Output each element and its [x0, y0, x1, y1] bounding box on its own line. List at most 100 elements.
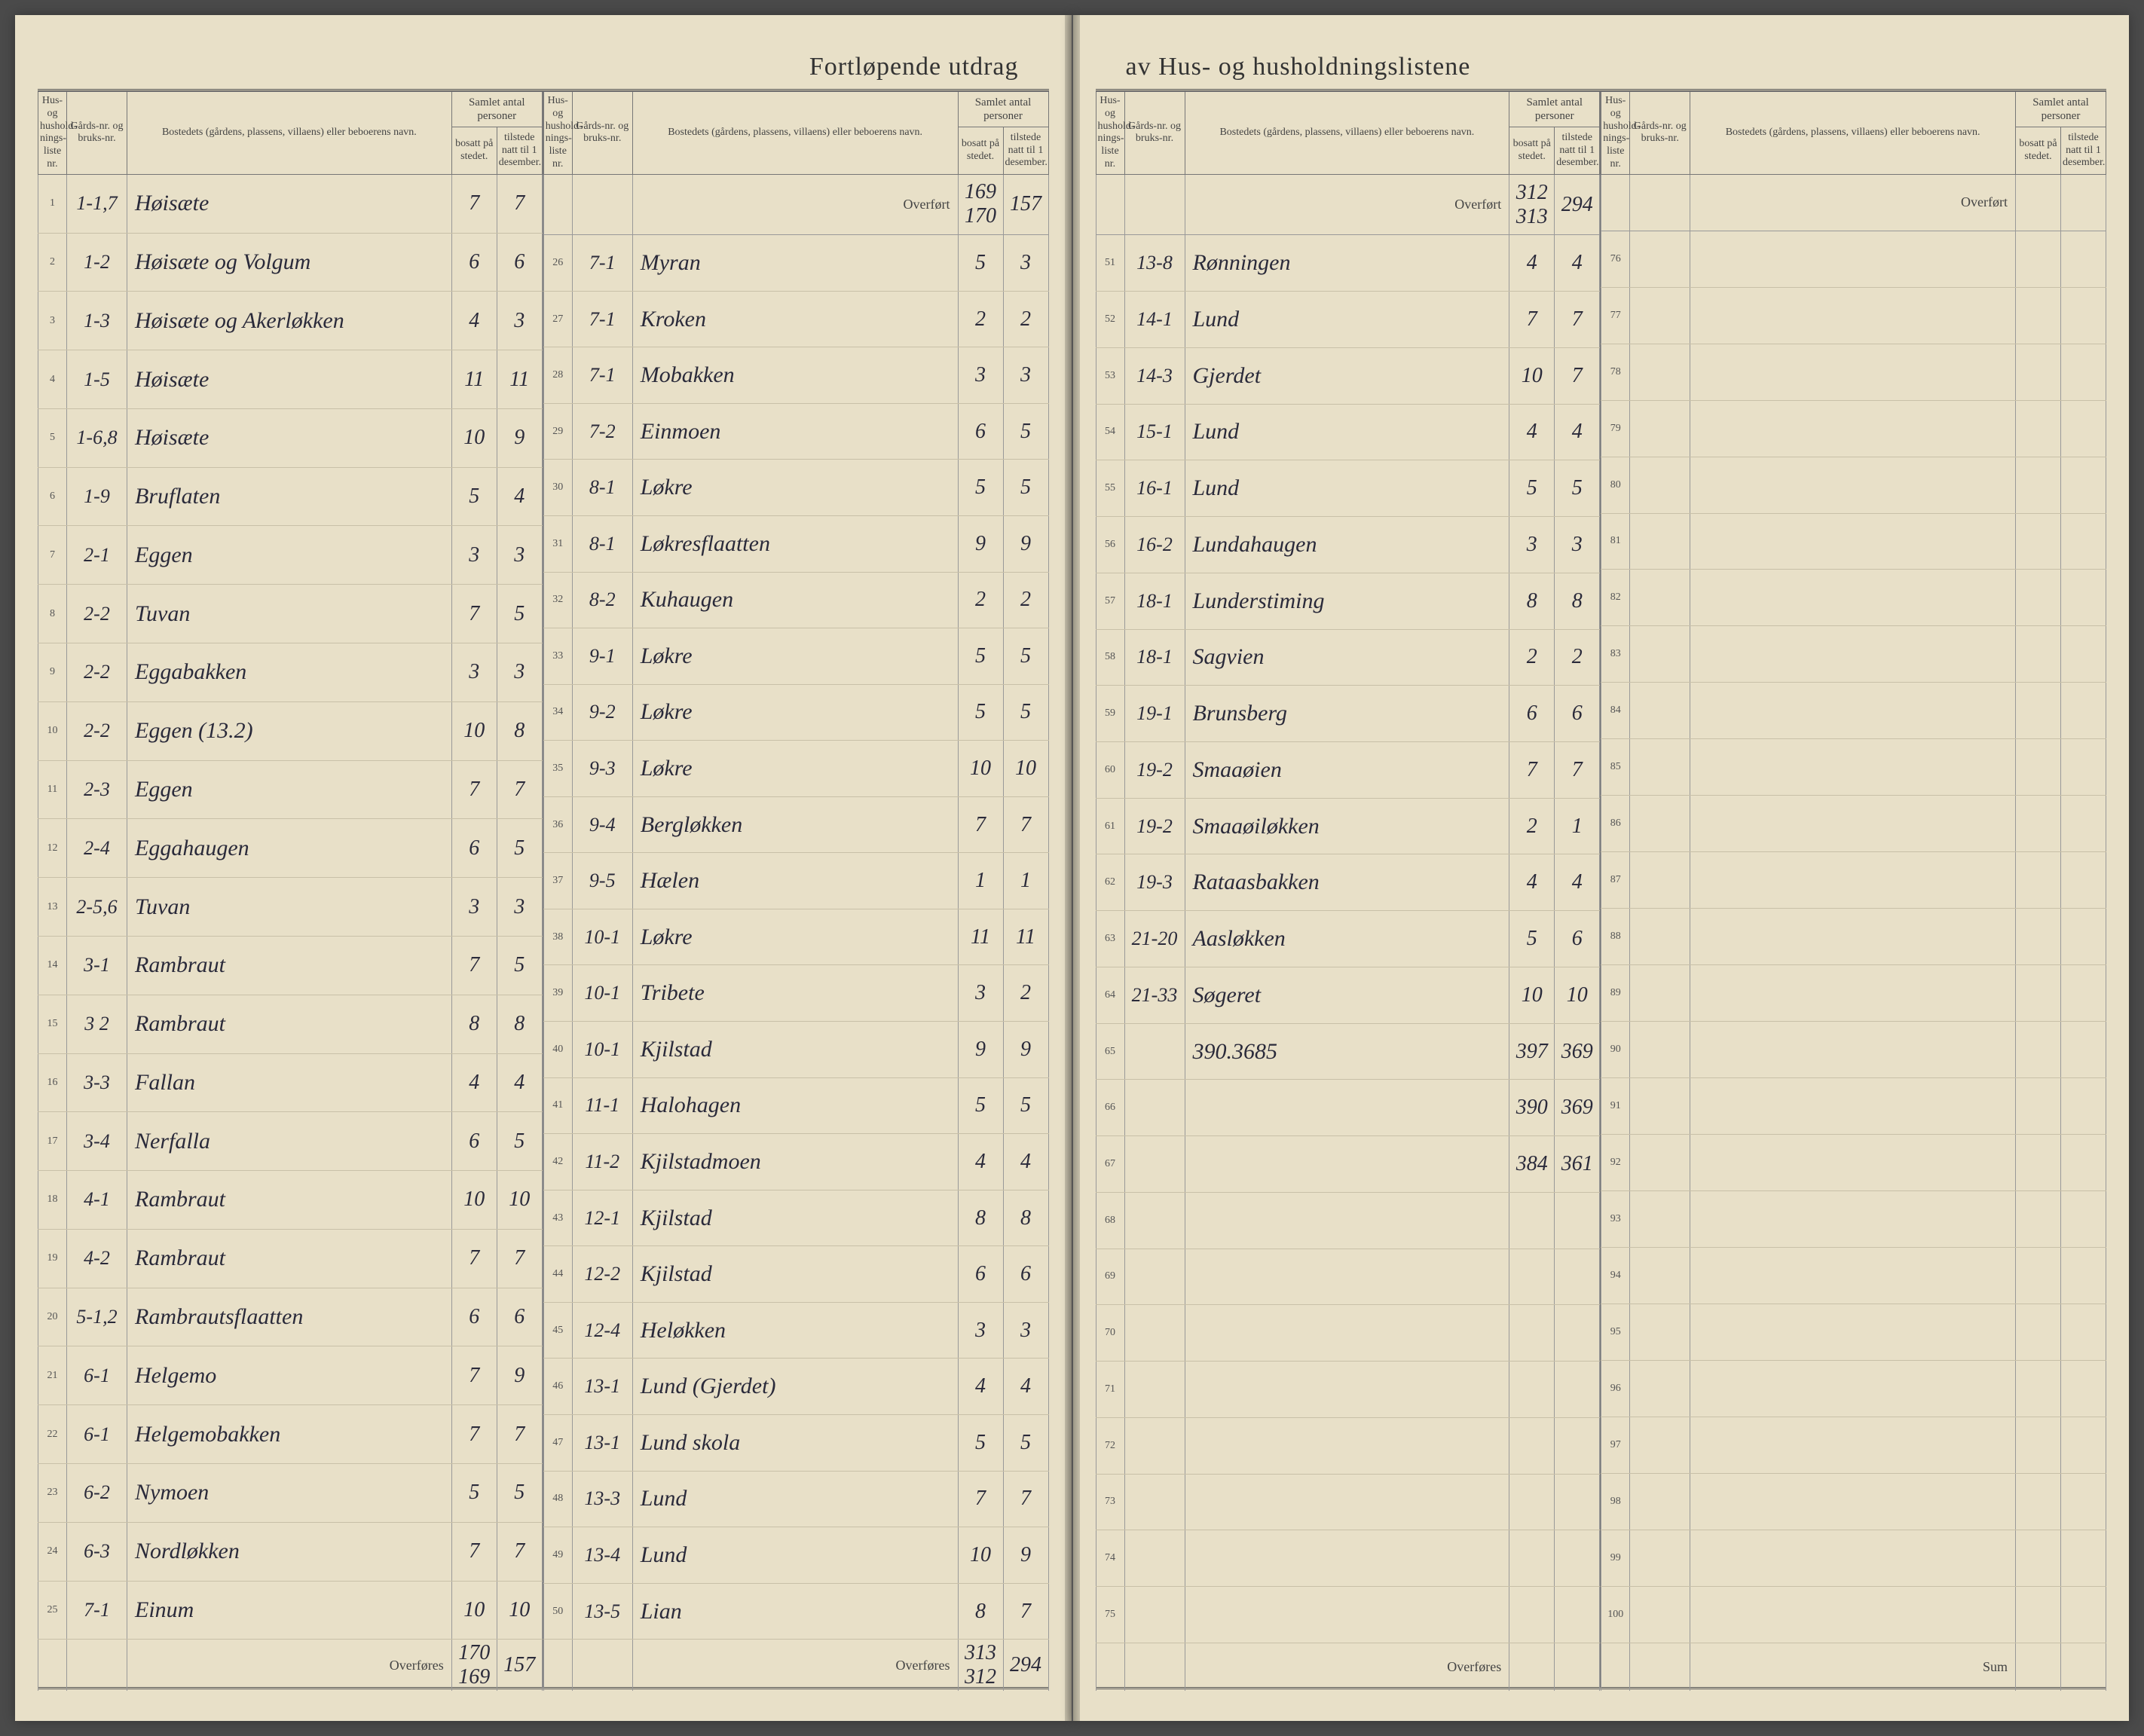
table-row: 287-1Mobakken33	[543, 347, 1048, 404]
overfores-label: Overføres	[1185, 1643, 1509, 1691]
table-row: 73	[1096, 1474, 1600, 1530]
cell-gnr: 11-1	[572, 1077, 632, 1134]
cell-bosatt	[2016, 231, 2061, 287]
cell-bosatt	[2016, 1473, 2061, 1530]
table-body-4: Overført	[1601, 174, 2106, 231]
left-ledger: Hus- og hushold-nings-liste nr. Gårds-nr…	[38, 89, 1049, 1689]
table-row: 94	[1601, 1247, 2106, 1304]
table-row: 4312-1Kjilstad88	[543, 1190, 1048, 1246]
cell-tilstede	[2061, 1134, 2106, 1190]
hdr-gnr: Gårds-nr. og bruks-nr.	[67, 92, 127, 175]
cell-bosatt: 7	[958, 796, 1003, 853]
cell-tilstede: 3	[497, 526, 542, 585]
table-row: 96	[1601, 1360, 2106, 1417]
cell-gnr: 2-4	[67, 819, 127, 878]
cell-name: Einmoen	[632, 403, 958, 460]
cell-tilstede: 7	[497, 760, 542, 819]
overfort-label: Overført	[632, 174, 958, 234]
row-num: 90	[1601, 1022, 1630, 1078]
cell-name	[1690, 1190, 2016, 1247]
ledger-col-4: Hus- og hushold-nings-liste nr. Gårds-nr…	[1601, 91, 2106, 1687]
cell-tilstede	[2061, 683, 2106, 739]
table-row: 6019-2Smaaøien77	[1096, 741, 1600, 798]
cell-bosatt: 3	[451, 643, 497, 702]
cell-gnr: 16-2	[1124, 517, 1185, 573]
cell-gnr: 4-1	[67, 1171, 127, 1230]
cell-tilstede: 2	[1003, 572, 1048, 628]
cell-tilstede: 2	[1555, 629, 1600, 686]
cell-bosatt: 7	[1509, 741, 1555, 798]
cell-name: Kroken	[632, 291, 958, 347]
cell-tilstede: 5	[1003, 1414, 1048, 1471]
cell-name	[1185, 1362, 1509, 1418]
cell-tilstede	[2061, 1473, 2106, 1530]
cell-bosatt: 2	[958, 572, 1003, 628]
footer-b: 313 312	[958, 1640, 1003, 1692]
cell-name	[1690, 513, 2016, 570]
hdr-gnr: Gårds-nr. og bruks-nr.	[1124, 92, 1185, 175]
cell-name	[1185, 1586, 1509, 1643]
row-num: 17	[38, 1112, 67, 1171]
cell-tilstede	[1555, 1192, 1600, 1249]
cell-bosatt: 3	[958, 347, 1003, 404]
cell-gnr: 4-2	[67, 1229, 127, 1288]
row-num: 43	[543, 1190, 572, 1246]
cell-gnr	[1124, 1530, 1185, 1587]
row-num: 53	[1096, 347, 1124, 404]
cell-tilstede: 4	[1003, 1134, 1048, 1190]
footer-row: Sum	[1601, 1643, 2106, 1691]
overfores-label: Overføres	[632, 1640, 958, 1692]
table-row: 3910-1Tribete32	[543, 965, 1048, 1022]
cell-gnr	[1630, 1134, 1690, 1190]
table-row: 98	[1601, 1473, 2106, 1530]
cell-bosatt: 4	[1509, 404, 1555, 460]
hdr-tilstede: tilstede natt til 1 desember.	[1555, 127, 1600, 174]
cell-gnr: 18-1	[1124, 573, 1185, 629]
row-num: 48	[543, 1471, 572, 1527]
cell-name: Bergløkken	[632, 796, 958, 853]
row-num: 6	[38, 467, 67, 526]
cell-bosatt	[2016, 1417, 2061, 1473]
cell-bosatt	[2016, 1134, 2061, 1190]
row-num: 22	[38, 1405, 67, 1464]
cell-gnr	[1630, 1022, 1690, 1078]
row-num: 46	[543, 1359, 572, 1415]
row-num: 7	[38, 526, 67, 585]
row-num: 33	[543, 628, 572, 685]
hdr-bosatt: bosatt på stedet.	[451, 127, 497, 174]
cell-gnr	[1630, 1586, 1690, 1643]
row-num: 1	[38, 174, 67, 233]
cell-name: Høisæte	[127, 350, 452, 409]
table-row: 92-2Eggabakken33	[38, 643, 543, 702]
table-row: 112-3Eggen77	[38, 760, 543, 819]
cell-gnr: 13-5	[572, 1583, 632, 1640]
row-num: 74	[1096, 1530, 1124, 1587]
cell-bosatt: 390	[1509, 1080, 1555, 1136]
book-spine	[1065, 15, 1080, 1721]
row-num: 83	[1601, 626, 1630, 683]
cell-tilstede: 10	[497, 1171, 542, 1230]
table-row: 267-1Myran53	[543, 235, 1048, 292]
cell-tilstede: 4	[1555, 235, 1600, 292]
cell-gnr: 5-1,2	[67, 1288, 127, 1346]
table-row: 90	[1601, 1022, 2106, 1078]
cell-bosatt: 4	[451, 1053, 497, 1112]
cell-name: Halohagen	[632, 1077, 958, 1134]
cell-name: Fallan	[127, 1053, 452, 1112]
cell-bosatt: 4	[1509, 235, 1555, 292]
cell-gnr	[1124, 1362, 1185, 1418]
cell-name	[1690, 1473, 2016, 1530]
table-row: 100	[1601, 1586, 2106, 1643]
row-num: 81	[1601, 513, 1630, 570]
cell-tilstede	[2061, 1190, 2106, 1247]
row-num: 79	[1601, 400, 1630, 457]
cell-tilstede: 6	[1003, 1246, 1048, 1303]
cell-gnr: 2-5,6	[67, 878, 127, 937]
cell-bosatt: 7	[451, 174, 497, 233]
cell-tilstede: 7	[497, 174, 542, 233]
table-row: 21-2Høisæte og Volgum66	[38, 233, 543, 292]
row-num: 72	[1096, 1417, 1124, 1474]
row-num: 5	[38, 408, 67, 467]
overfort-b: 169 170	[958, 174, 1003, 234]
cell-bosatt	[1509, 1305, 1555, 1362]
